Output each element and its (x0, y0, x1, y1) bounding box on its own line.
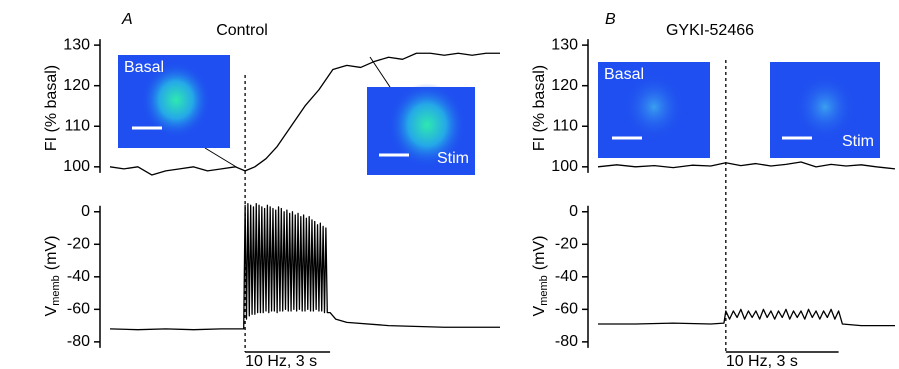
y-tick-label: -40 (555, 268, 578, 285)
y-tick-label: 110 (64, 117, 90, 134)
y-axis-label: FI (% basal) (531, 65, 548, 151)
inset-label: Stim (842, 133, 874, 150)
y-tick-label: 120 (551, 77, 578, 94)
y-tick-label: 130 (551, 36, 578, 53)
y-tick-label: 100 (551, 158, 578, 175)
y-tick-label: -60 (67, 301, 90, 318)
y-axis-label-main: V (43, 305, 60, 316)
panel-title: GYKI-52466 (666, 22, 754, 39)
stimulus-label: 10 Hz, 3 s (245, 353, 317, 369)
y-axis-label-sub: memb (50, 275, 62, 306)
y-tick-label: 110 (552, 117, 578, 134)
y-axis-label-main: V (531, 305, 548, 316)
y-axis-label: Vmemb (mV) (43, 236, 62, 317)
y-axis-label-unit: (mV) (43, 236, 60, 271)
inset-label: Basal (124, 59, 164, 76)
y-tick-label: -20 (555, 236, 578, 253)
y-tick-label: -60 (555, 301, 578, 318)
y-tick-label: 120 (63, 77, 90, 94)
figure: 100110120130FI (% basal)AControlBasalSti… (0, 0, 899, 369)
y-axis-label-sub: memb (538, 275, 550, 306)
inset-cell (795, 74, 855, 140)
y-tick-label: 0 (81, 203, 90, 220)
y-tick-label: 0 (569, 203, 578, 220)
trace (598, 309, 895, 325)
y-tick-label: 100 (63, 158, 90, 175)
inset-connector (205, 148, 238, 168)
inset-label: Basal (604, 66, 644, 83)
inset-cell (624, 74, 684, 140)
panel-label: A (121, 11, 133, 28)
y-tick-label: -40 (67, 268, 90, 285)
y-axis-label-unit: (mV) (531, 236, 548, 271)
trace (110, 204, 500, 330)
y-tick-label: -80 (555, 333, 578, 350)
stimulus-label: 10 Hz, 3 s (726, 353, 798, 369)
trace (598, 162, 895, 169)
y-tick-label: -20 (67, 236, 90, 253)
y-tick-label: 130 (63, 36, 90, 53)
y-axis-label: Vmemb (mV) (531, 236, 550, 317)
panel-label: B (605, 11, 616, 28)
panel-title: Control (216, 22, 268, 39)
y-axis-label: FI (% basal) (43, 65, 60, 151)
inset-label: Stim (437, 150, 469, 167)
y-tick-label: -80 (67, 333, 90, 350)
